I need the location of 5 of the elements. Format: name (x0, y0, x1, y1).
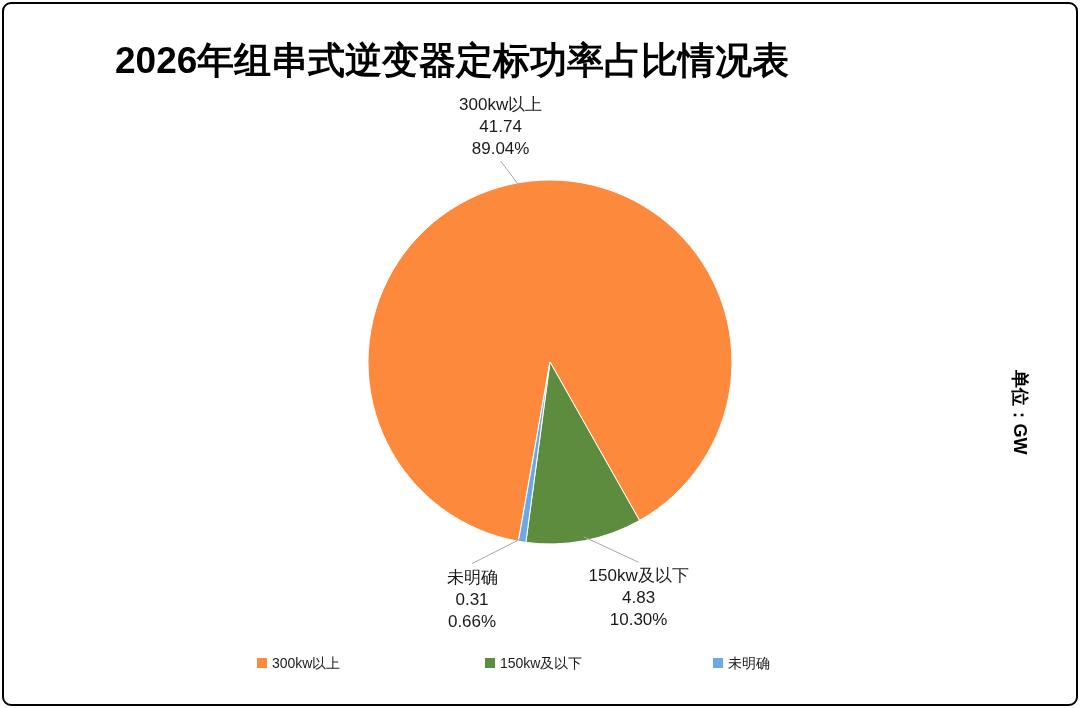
chart-title: 2026年组串式逆变器定标功率占比情况表 (115, 40, 790, 81)
legend-label: 300kw以上 (272, 655, 341, 671)
legend-label: 未明确 (728, 655, 770, 671)
legend-label: 150kw及以下 (500, 655, 583, 671)
text: 单位：GW (1010, 368, 1030, 455)
